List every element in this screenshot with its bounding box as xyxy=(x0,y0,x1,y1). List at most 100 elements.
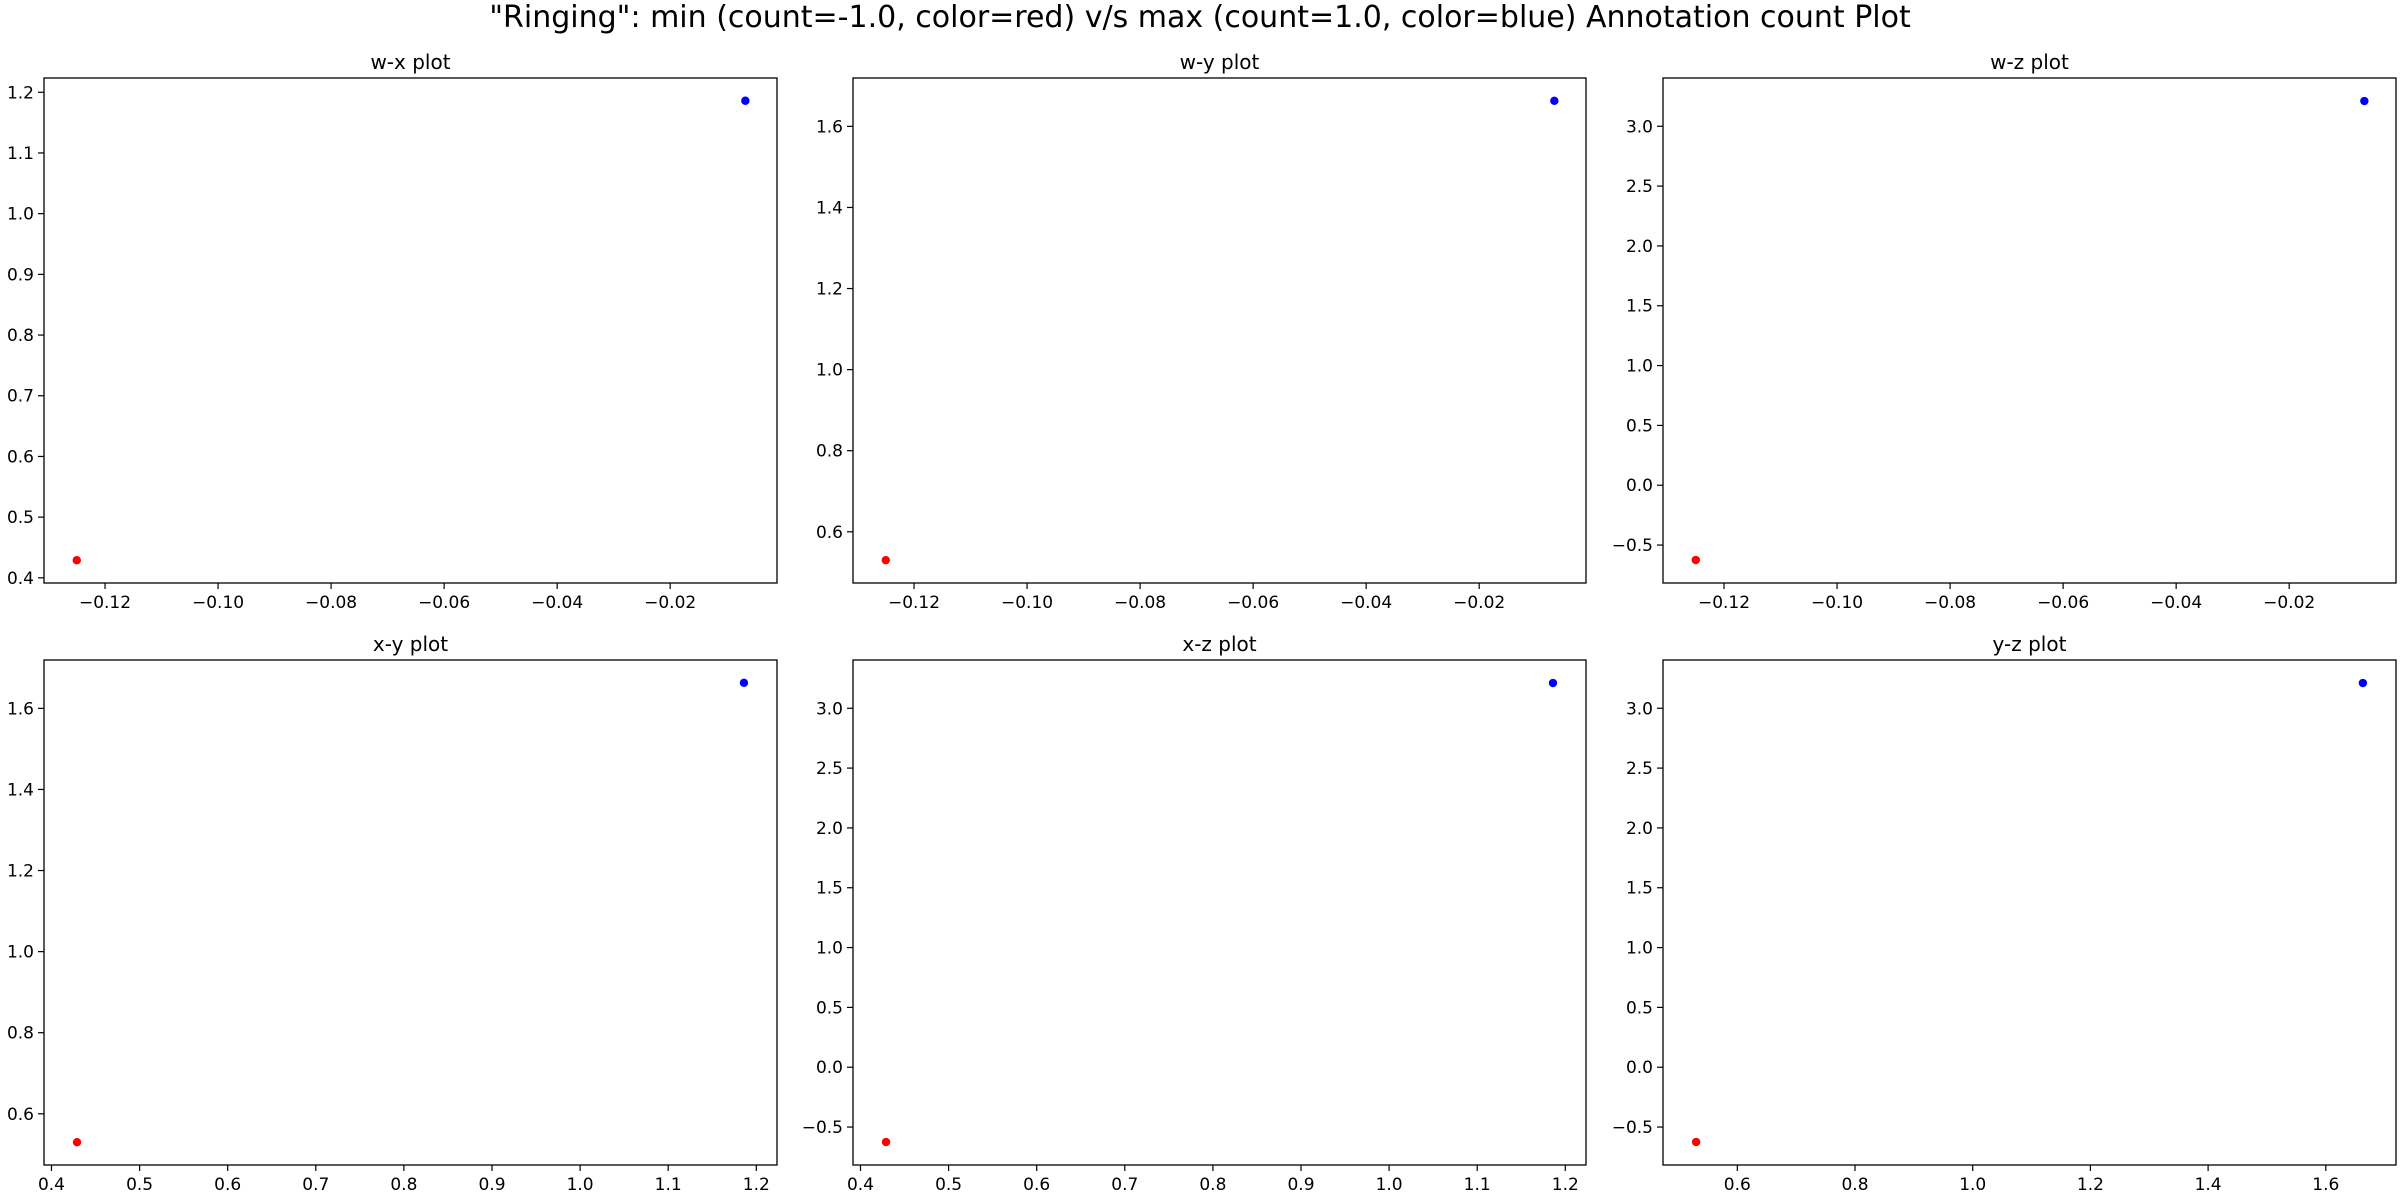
y-tick-label: −0.5 xyxy=(802,1118,843,1138)
y-tick-label: 2.5 xyxy=(816,759,843,779)
subplot-title: w-z plot xyxy=(1990,50,2069,74)
y-tick-label: 1.6 xyxy=(7,699,34,719)
x-tick-label: −0.02 xyxy=(2263,593,2315,613)
y-tick-label: 1.5 xyxy=(816,879,843,899)
x-tick-label: 0.9 xyxy=(1287,1175,1314,1195)
y-tick-label: 1.0 xyxy=(7,205,34,225)
y-tick-label: 3.0 xyxy=(1626,117,1653,137)
y-tick-label: 0.6 xyxy=(816,523,843,543)
y-tick-label: 2.5 xyxy=(1626,759,1653,779)
x-tick-label: −0.06 xyxy=(1227,593,1279,613)
subplot-1: w-x plot −0.12 −0.10 −0.08 −0.06 −0.04 −0.02 0.… xyxy=(7,50,778,613)
x-tick-label: −0.06 xyxy=(2037,593,2089,613)
x-tick-label: 0.7 xyxy=(1111,1175,1138,1195)
x-tick-label: −0.04 xyxy=(1340,593,1392,613)
y-tick-label: 0.9 xyxy=(7,265,34,285)
y-tick-label: 0.5 xyxy=(816,998,843,1018)
min-point xyxy=(881,555,890,565)
y-tick-label: 0.6 xyxy=(7,447,34,467)
subplot-2: w-y plot −0.12 −0.10 −0.08 −0.06 −0.04 −0.02 0.… xyxy=(816,50,1587,613)
y-tick-label: 1.1 xyxy=(7,144,34,164)
x-tick-label: 1.4 xyxy=(2195,1175,2222,1195)
max-point xyxy=(741,96,750,105)
x-tick-label: 1.0 xyxy=(567,1175,594,1195)
y-tick-label: 1.5 xyxy=(1626,879,1653,899)
x-tick-label: −0.04 xyxy=(531,593,583,613)
max-point xyxy=(2360,96,2369,106)
y-tick-label: 3.0 xyxy=(816,699,843,719)
subplot-title: w-x plot xyxy=(370,50,450,74)
x-tick-label: −0.04 xyxy=(2150,593,2202,613)
y-tick-label: 0.4 xyxy=(7,569,34,589)
y-tick-label: 0.5 xyxy=(1626,416,1653,436)
x-tick-label: 0.6 xyxy=(1724,1175,1751,1195)
x-tick-label: 0.9 xyxy=(478,1175,505,1195)
x-tick-label: −0.10 xyxy=(192,593,244,613)
x-tick-label: 1.1 xyxy=(1464,1175,1491,1195)
x-tick-label: −0.02 xyxy=(644,593,696,613)
figure-title: "Ringing": min (count=-1.0, color=red) v… xyxy=(489,0,1911,35)
y-tick-label: 2.5 xyxy=(1626,177,1653,197)
min-point xyxy=(72,556,81,565)
x-tick-label: −0.10 xyxy=(1001,593,1053,613)
y-tick-label: 1.0 xyxy=(816,361,843,381)
min-point xyxy=(72,1137,82,1147)
y-tick-label: 1.2 xyxy=(7,862,34,882)
y-tick-label: 0.0 xyxy=(816,1058,843,1078)
y-tick-label: 0.8 xyxy=(7,1024,34,1044)
y-tick-label: 1.2 xyxy=(816,280,843,300)
x-tick-label: 1.6 xyxy=(2312,1175,2339,1195)
axes-frame xyxy=(43,77,778,584)
x-tick-label: 0.8 xyxy=(1841,1175,1868,1195)
subplot-title: y-z plot xyxy=(1993,632,2067,656)
y-tick-label: 1.6 xyxy=(816,117,843,137)
y-tick-label: 0.7 xyxy=(7,387,34,407)
max-point xyxy=(739,678,749,688)
x-tick-label: 0.6 xyxy=(1023,1175,1050,1195)
min-point xyxy=(1691,555,1700,565)
y-tick-label: 1.4 xyxy=(816,198,843,218)
max-point xyxy=(1550,96,1559,106)
x-tick-label: −0.10 xyxy=(1811,593,1863,613)
x-tick-label: 0.5 xyxy=(935,1175,962,1195)
y-tick-label: −0.5 xyxy=(1612,1118,1653,1138)
y-tick-label: −0.5 xyxy=(1612,536,1653,556)
x-tick-label: −0.12 xyxy=(1698,593,1750,613)
x-tick-label: 1.2 xyxy=(743,1175,770,1195)
x-tick-label: −0.02 xyxy=(1453,593,1505,613)
y-tick-label: 3.0 xyxy=(1626,699,1653,719)
x-tick-label: −0.06 xyxy=(418,593,470,613)
y-tick-label: 2.0 xyxy=(816,819,843,839)
y-tick-label: 0.0 xyxy=(1626,476,1653,496)
x-tick-label: −0.12 xyxy=(888,593,940,613)
y-tick-label: 0.5 xyxy=(7,508,34,528)
y-tick-label: 0.0 xyxy=(1626,1058,1653,1078)
y-tick-label: 1.0 xyxy=(1626,939,1653,959)
x-tick-label: −0.08 xyxy=(305,593,357,613)
y-tick-label: 0.8 xyxy=(816,442,843,462)
min-point xyxy=(1691,1137,1701,1147)
y-tick-label: 1.0 xyxy=(1626,357,1653,377)
axes-frame xyxy=(1662,659,2397,1166)
subplot-4: x-y plot 0.4 0.5 0.6 0.7 0.8 0.9 1.0 1.1 1.2 0.6 0.… xyxy=(7,632,778,1195)
subplot-title: x-z plot xyxy=(1182,632,1256,656)
axes-frame xyxy=(43,659,778,1166)
y-tick-label: 1.0 xyxy=(7,943,34,963)
subplot-title: w-y plot xyxy=(1180,50,1260,74)
y-tick-label: 1.2 xyxy=(7,83,34,103)
x-tick-label: 0.5 xyxy=(126,1175,153,1195)
y-tick-label: 1.0 xyxy=(816,939,843,959)
x-tick-label: 0.8 xyxy=(1199,1175,1226,1195)
y-tick-label: 2.0 xyxy=(1626,819,1653,839)
y-tick-label: 0.8 xyxy=(7,326,34,346)
min-point xyxy=(881,1137,891,1147)
axes-frame xyxy=(852,659,1587,1166)
x-tick-label: −0.08 xyxy=(1924,593,1976,613)
subplot-6: y-z plot 0.6 0.8 1.0 1.2 1.4 1.6 −0.5 0.0 0.5 1.0 1… xyxy=(1612,632,2397,1195)
y-tick-label: 1.5 xyxy=(1626,297,1653,317)
x-tick-label: 0.8 xyxy=(390,1175,417,1195)
subplot-title: x-y plot xyxy=(373,632,448,656)
x-tick-label: 1.0 xyxy=(1959,1175,1986,1195)
subplot-3: w-z plot −0.12 −0.10 −0.08 −0.06 −0.04 −0.02 −0… xyxy=(1612,50,2397,613)
